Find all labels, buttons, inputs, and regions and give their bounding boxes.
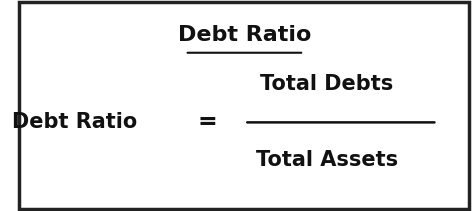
Text: Debt Ratio: Debt Ratio (12, 112, 137, 132)
Text: Debt Ratio: Debt Ratio (178, 25, 311, 45)
Text: =: = (198, 110, 218, 134)
Text: Total Assets: Total Assets (256, 150, 398, 170)
Text: Total Debts: Total Debts (260, 74, 394, 94)
